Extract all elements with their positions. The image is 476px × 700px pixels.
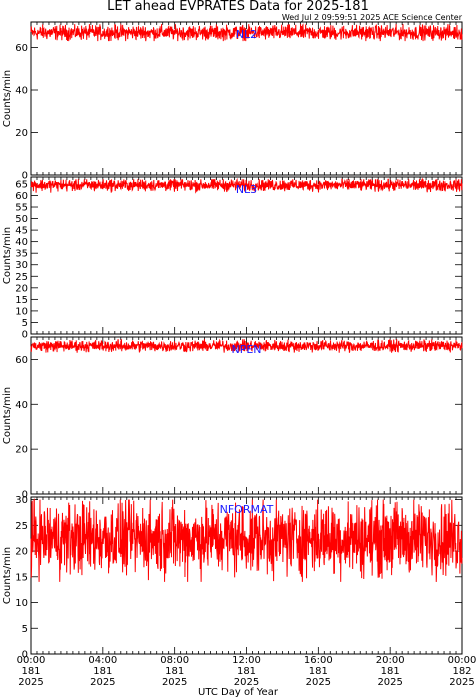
x-tick-label: 2025 (306, 677, 331, 688)
y-tick-label: 30 (15, 495, 28, 506)
y-tick-label: 30 (15, 260, 28, 271)
x-tick-label: 04:00 (88, 655, 117, 666)
panel-label: NL2 (236, 28, 257, 41)
series-line-npen (30, 338, 463, 353)
x-tick-label: 00:00 (448, 655, 476, 666)
x-tick-label: 181 (165, 666, 184, 677)
x-tick-label: 182 (452, 666, 471, 677)
y-tick-label: 20 (15, 547, 28, 558)
y-tick-label: 20 (15, 283, 28, 294)
y-tick-label: 5 (22, 624, 28, 635)
y-tick-label: 60 (15, 191, 28, 202)
x-tick-label: 08:00 (160, 655, 189, 666)
panel-frame (30, 336, 463, 495)
y-tick-label: 55 (15, 203, 28, 214)
y-axis-label: Counts/min (2, 227, 13, 284)
y-tick-label: 0 (22, 490, 28, 501)
y-tick-label: 60 (15, 43, 28, 54)
x-tick-label: 181 (381, 666, 400, 677)
y-tick-label: 5 (22, 318, 28, 329)
y-tick-label: 25 (15, 272, 28, 283)
x-tick-label: 181 (21, 666, 40, 677)
y-tick-label: 40 (15, 237, 28, 248)
panels: 0204060Counts/minNL205101520253035404550… (2, 21, 463, 661)
x-tick-label: 181 (93, 666, 112, 677)
x-tick-label: 00:00 (17, 655, 46, 666)
x-tick-label: 181 (237, 666, 256, 677)
x-tick-label: 16:00 (304, 655, 333, 666)
x-tick-label: 2025 (18, 677, 43, 688)
panel-frame (30, 21, 463, 176)
chart-title: LET ahead EVPRATES Data for 2025-181 (107, 0, 369, 14)
y-tick-label: 0 (22, 650, 28, 661)
y-tick-label: 35 (15, 249, 28, 260)
y-axis-label: Counts/min (2, 387, 13, 444)
y-tick-label: 45 (15, 226, 28, 237)
y-tick-label: 10 (15, 598, 28, 609)
y-axis-label: Counts/min (2, 547, 13, 604)
x-axis-label: UTC Day of Year (198, 687, 279, 698)
panel-nformat: 0 5 10 15 20 25 30 Counts/min NFORMAT (2, 495, 463, 661)
y-tick-label: 25 (15, 521, 28, 532)
x-tick-label: 12:00 (232, 655, 261, 666)
x-tick-label: 2025 (234, 677, 259, 688)
x-tick-label: 2025 (449, 677, 474, 688)
x-tick-label: 2025 (90, 677, 115, 688)
y-tick-label: 65 (15, 179, 28, 190)
panel-label: NPEN (231, 343, 261, 356)
y-tick-label: 40 (15, 400, 28, 411)
series-line-nl3 (30, 177, 463, 194)
y-tick-label: 15 (15, 295, 28, 306)
y-axis-label: Counts/min (2, 70, 13, 127)
y-tick-label: 0 (22, 330, 28, 341)
timestamp: Wed Jul 2 09:59:51 2025 ACE Science Cent… (282, 13, 463, 22)
y-tick-label: 15 (15, 572, 28, 583)
x-tick-labels: 00:00181202504:00181202508:00181202512:0… (17, 655, 476, 688)
y-tick-label: 40 (15, 86, 28, 97)
panel-nl2: 0 20 40 60 Counts/min NL2 (2, 21, 463, 182)
y-tick-label: 50 (15, 214, 28, 225)
x-tick-label: 20:00 (376, 655, 405, 666)
y-tick-label: 20 (15, 128, 28, 139)
y-tick-label: 20 (15, 445, 28, 456)
panel-label: NL3 (236, 183, 257, 196)
series-line-nformat (30, 498, 463, 582)
y-tick-label: 0 (22, 171, 28, 182)
x-tick-label: 2025 (377, 677, 402, 688)
y-tick-label: 10 (15, 306, 28, 317)
y-tick-label: 60 (15, 355, 28, 366)
panel-label: NFORMAT (220, 503, 274, 516)
x-tick-label: 181 (309, 666, 328, 677)
panel-frame (30, 176, 463, 335)
series-line-nl2 (30, 23, 463, 42)
panel-npen: 0 20 40 60 Counts/min NPEN (2, 336, 463, 501)
x-tick-label: 2025 (162, 677, 187, 688)
